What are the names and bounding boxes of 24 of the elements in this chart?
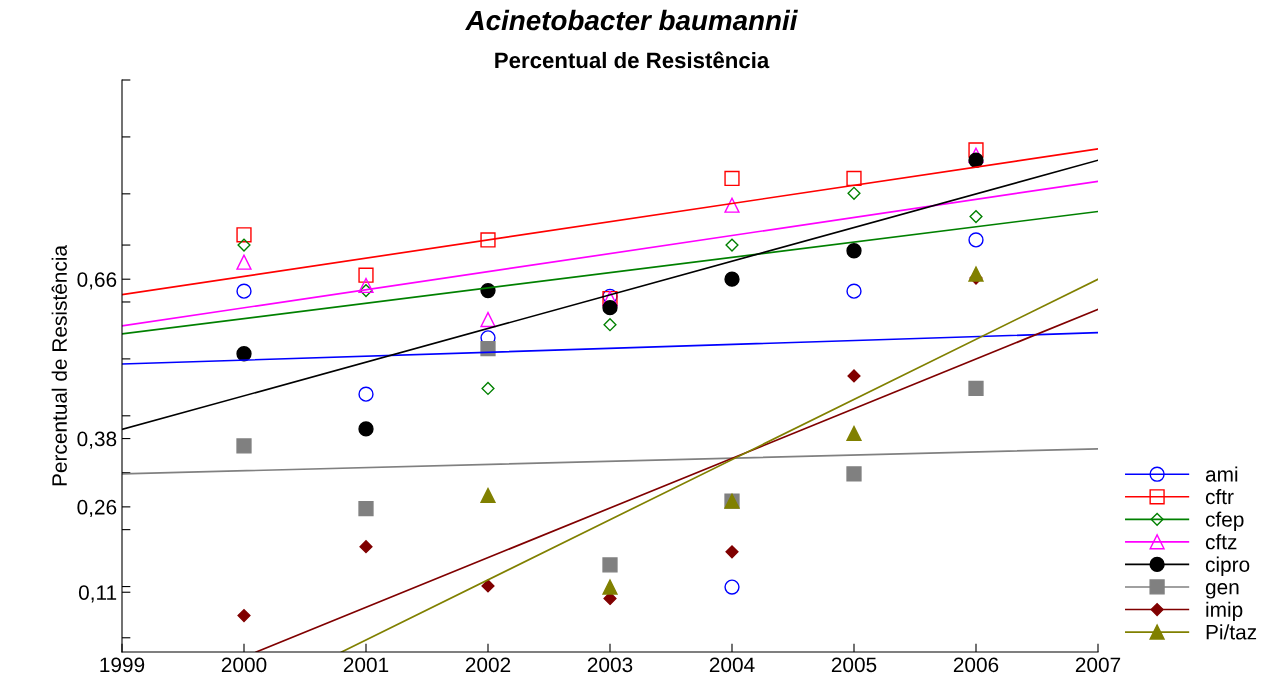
legend-label: cftr xyxy=(1205,489,1234,505)
x-tick-label: 2002 xyxy=(465,657,511,673)
legend-label: imip xyxy=(1206,601,1243,622)
legend-label: cftz xyxy=(1205,534,1237,550)
y-tick-label: 0,26 xyxy=(77,499,117,518)
chart-title: Acinetobacter baumannii xyxy=(465,9,798,31)
legend-label: Pi/taz xyxy=(1206,624,1257,640)
legend-label: cipro xyxy=(1205,556,1250,577)
legend-label: cfep xyxy=(1205,511,1244,531)
y-axis-title: Percentual de Resistência xyxy=(51,244,67,486)
y-tick-label: 0,11 xyxy=(78,585,117,603)
x-tick-label: 2001 xyxy=(343,657,389,673)
x-tick-label: 2007 xyxy=(1075,657,1121,673)
legend-label: ami xyxy=(1205,466,1238,482)
x-tick-label: 2006 xyxy=(953,657,999,673)
legend-label: gen xyxy=(1205,583,1239,599)
chart-subtitle: Percentual de Resistência xyxy=(495,51,770,69)
x-tick-label: 2004 xyxy=(709,657,755,673)
y-tick-label: 0,38 xyxy=(77,431,117,449)
x-tick-label: 2000 xyxy=(221,657,267,673)
y-tick-label: 0,66 xyxy=(77,272,117,290)
x-tick-label: 2003 xyxy=(587,657,633,673)
x-tick-label: 2005 xyxy=(831,657,877,673)
x-tick-label: 1999 xyxy=(100,657,145,673)
